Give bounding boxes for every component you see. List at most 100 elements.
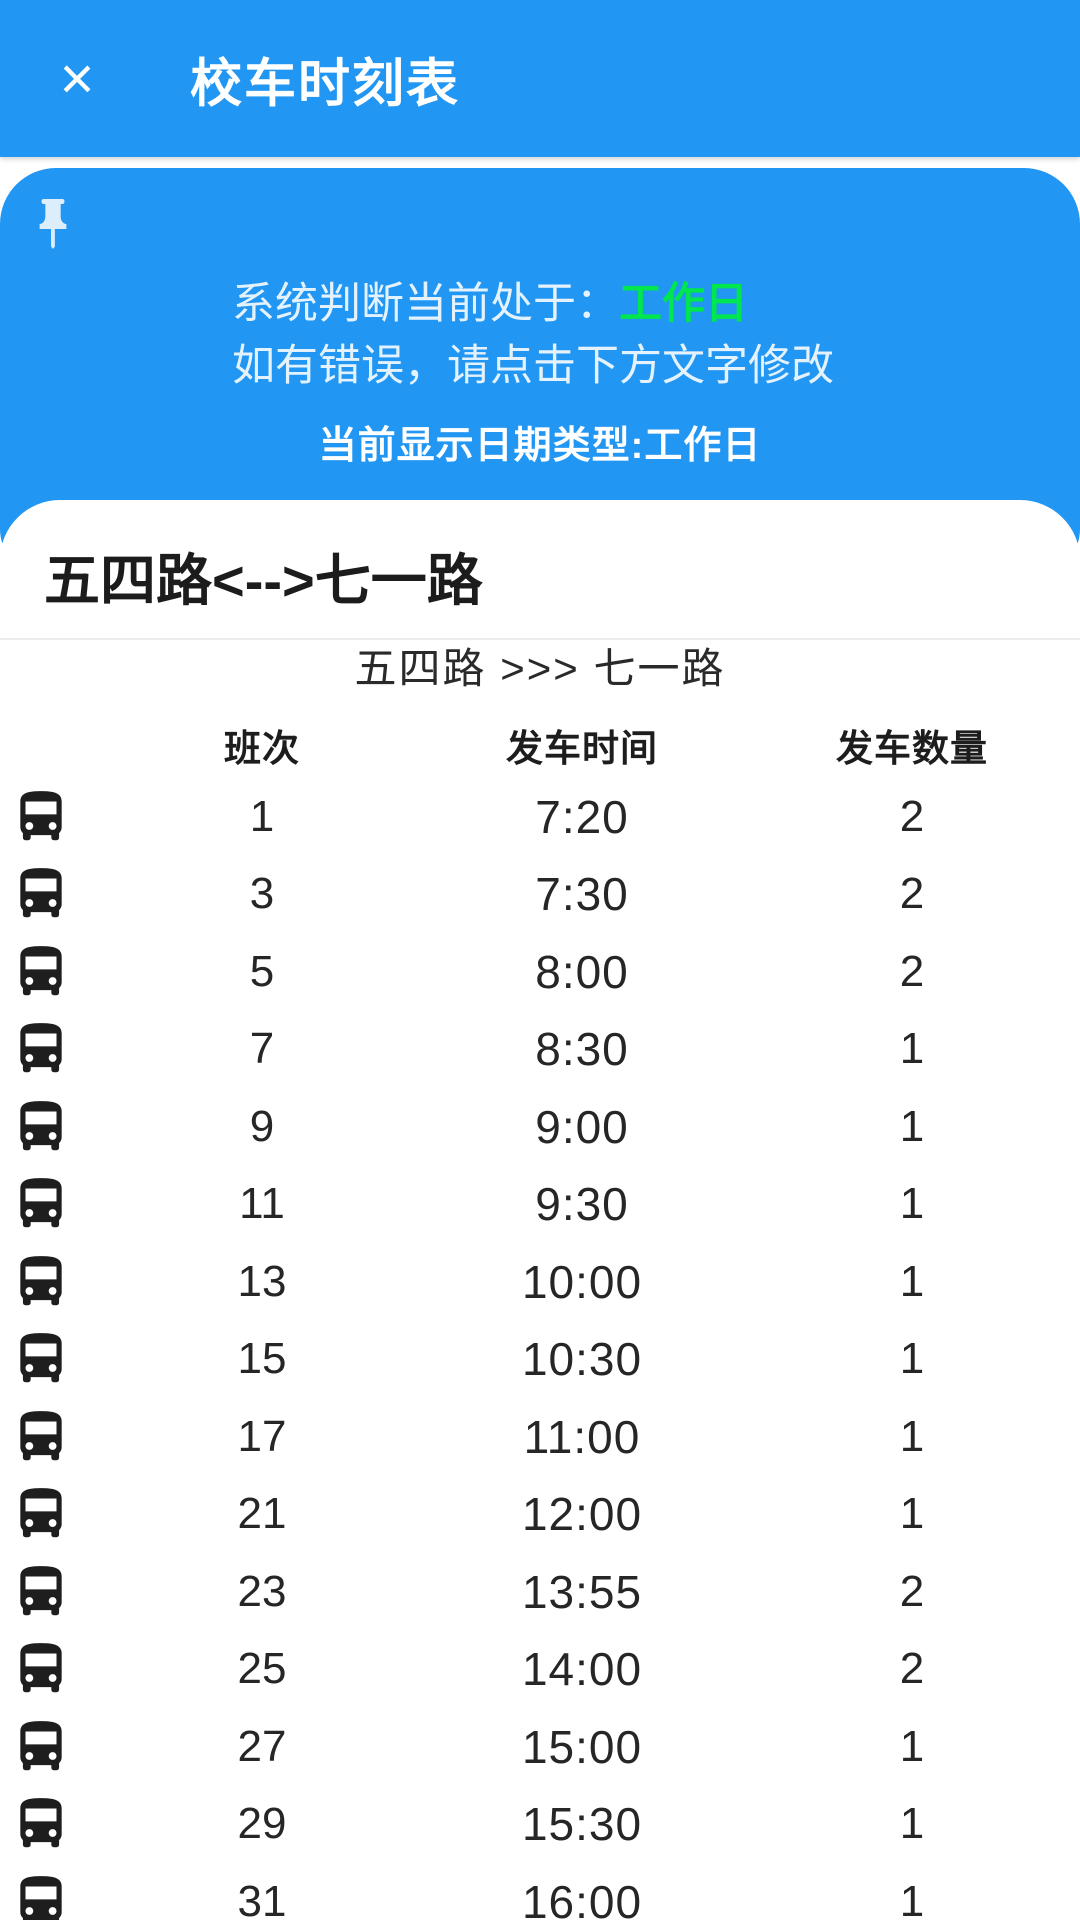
daytype-detect-line2: 如有错误，请点击下方文字修改 — [232, 342, 834, 390]
departure-time: 11:00 — [523, 1410, 641, 1463]
bus-icon — [20, 945, 62, 995]
bus-icon-cell — [0, 1096, 104, 1158]
bus-count: 2 — [899, 946, 925, 996]
bus-icon-cell — [0, 786, 104, 848]
table-column-headers: 班次 发车时间 发车数量 — [0, 718, 1080, 769]
table-row: 25 14:00 2 — [0, 1631, 1080, 1709]
departure-time: 10:00 — [521, 1255, 643, 1308]
route-title: 五四路<-->七一路 — [44, 549, 483, 612]
trip-number: 5 — [249, 946, 275, 996]
bus-icon — [20, 1333, 62, 1383]
bus-icon-cell — [0, 1638, 104, 1700]
bus-icon-cell — [0, 1251, 104, 1313]
table-row: 31 16:00 1 — [0, 1863, 1080, 1920]
direction-header: 五四路 >>> 七一路 — [354, 645, 726, 692]
departure-time: 15:00 — [521, 1720, 643, 1773]
bus-icon-cell — [0, 1561, 104, 1623]
bus-icon-cell — [0, 1793, 104, 1855]
bus-icon — [20, 1488, 62, 1538]
trip-number: 9 — [249, 1101, 275, 1151]
trip-number: 27 — [237, 1721, 287, 1771]
departure-time: 8:00 — [535, 945, 629, 998]
table-row: 3 7:30 2 — [0, 856, 1080, 934]
bus-icon-cell — [0, 1018, 104, 1080]
table-row: 9 9:00 1 — [0, 1088, 1080, 1166]
bus-count: 1 — [899, 1179, 925, 1229]
bus-icon — [20, 1178, 62, 1228]
departure-time: 10:30 — [521, 1333, 643, 1386]
page-title: 校车时刻表 — [190, 55, 461, 113]
departure-time: 7:20 — [535, 790, 629, 843]
bus-icon — [20, 1875, 62, 1920]
bus-count: 2 — [899, 791, 925, 841]
trip-number: 13 — [237, 1256, 287, 1306]
bus-icon — [20, 1100, 62, 1150]
table-row: 13 10:00 1 — [0, 1243, 1080, 1321]
close-icon[interactable]: × — [46, 48, 108, 110]
schedule-card: 五四路<-->七一路 五四路 >>> 七一路 班次 发车时间 发车数量 1 7:… — [0, 500, 1080, 1920]
trip-number: 31 — [237, 1876, 287, 1920]
table-row: 7 8:30 1 — [0, 1011, 1080, 1089]
bus-count: 1 — [899, 1101, 925, 1151]
departure-time: 9:00 — [535, 1100, 629, 1153]
bus-count: 1 — [899, 1334, 925, 1384]
trip-number: 3 — [249, 869, 275, 919]
bus-count: 1 — [899, 1721, 925, 1771]
bus-icon — [20, 868, 62, 918]
bus-icon-cell — [0, 941, 104, 1003]
divider — [0, 638, 1080, 640]
bus-icon — [20, 1798, 62, 1848]
table-row: 27 15:00 1 — [0, 1708, 1080, 1786]
table-row: 5 8:00 2 — [0, 933, 1080, 1011]
departure-time: 14:00 — [521, 1643, 643, 1696]
bus-icon — [20, 1023, 62, 1073]
bus-icon-cell — [0, 1483, 104, 1545]
bus-count: 2 — [899, 869, 925, 919]
daytype-detect-prefix: 系统判断当前处于： — [232, 280, 619, 328]
pin-icon — [39, 199, 67, 249]
schedule-rows: 1 7:20 2 3 7:30 2 5 8:00 2 7 8:30 1 — [0, 778, 1080, 1920]
table-row: 15 10:30 1 — [0, 1321, 1080, 1399]
bus-count: 1 — [899, 1799, 925, 1849]
trip-number: 21 — [237, 1489, 287, 1539]
column-header-count: 发车数量 — [836, 728, 988, 769]
bus-icon-cell — [0, 1173, 104, 1235]
trip-number: 29 — [237, 1799, 287, 1849]
bus-icon-cell — [0, 1871, 104, 1920]
departure-time: 12:00 — [521, 1488, 643, 1541]
current-daytype-toggle[interactable]: 当前显示日期类型:工作日 — [318, 425, 762, 467]
trip-number: 23 — [237, 1566, 287, 1616]
bus-count: 1 — [899, 1489, 925, 1539]
table-row: 23 13:55 2 — [0, 1553, 1080, 1631]
bus-icon — [20, 1720, 62, 1770]
bus-icon-cell — [0, 1406, 104, 1468]
departure-time: 9:30 — [535, 1178, 629, 1231]
departure-time: 7:30 — [535, 868, 629, 921]
column-header-time: 发车时间 — [506, 728, 658, 769]
table-row: 1 7:20 2 — [0, 778, 1080, 856]
trip-number: 11 — [239, 1179, 285, 1229]
trip-number: 25 — [237, 1644, 287, 1694]
daytype-detect-line1: 系统判断当前处于：工作日 — [232, 273, 834, 335]
bus-icon — [20, 1255, 62, 1305]
bus-icon-cell — [0, 1328, 104, 1390]
daytype-detect-text: 系统判断当前处于：工作日 如有错误，请点击下方文字修改 — [232, 273, 834, 397]
table-row: 11 9:30 1 — [0, 1166, 1080, 1244]
trip-number: 1 — [249, 791, 275, 841]
table-row: 29 15:30 1 — [0, 1786, 1080, 1864]
bus-count: 1 — [899, 1876, 925, 1920]
trip-number: 7 — [249, 1024, 275, 1074]
column-header-trip: 班次 — [224, 728, 300, 769]
departure-time: 15:30 — [521, 1798, 643, 1851]
app-header: × 校车时刻表 — [0, 0, 1080, 157]
departure-time: 8:30 — [535, 1023, 629, 1076]
departure-time: 16:00 — [521, 1875, 643, 1920]
trip-number: 15 — [237, 1334, 287, 1384]
daytype-value: 工作日 — [619, 280, 748, 328]
bus-count: 1 — [899, 1024, 925, 1074]
bus-icon — [20, 790, 62, 840]
departure-time: 13:55 — [521, 1565, 643, 1618]
bus-count: 2 — [899, 1644, 925, 1694]
bus-count: 1 — [899, 1411, 925, 1461]
